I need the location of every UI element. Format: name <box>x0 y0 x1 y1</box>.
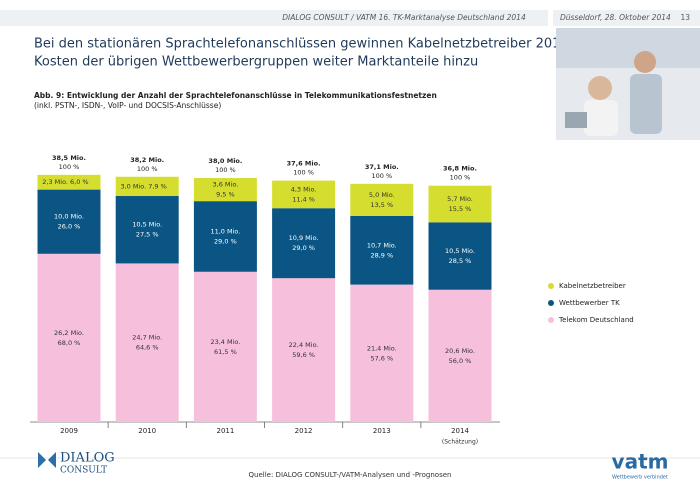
bar-segment <box>350 183 414 216</box>
category-note: (Schätzung) <box>442 439 478 446</box>
bar-segment <box>37 189 101 254</box>
total-label: 38,0 Mio. <box>208 157 242 165</box>
value-label: 22,4 Mio. <box>289 341 319 349</box>
share-label: 27,5 % <box>136 231 159 239</box>
bar-segment <box>37 253 101 422</box>
x-tick-label: 2009 <box>60 427 78 435</box>
share-label: 15,5 % <box>449 205 472 213</box>
value-label: 10,0 Mio. <box>54 213 84 221</box>
x-tick-label: 2013 <box>373 427 391 435</box>
value-label: 3,6 Mio. <box>213 181 239 189</box>
bar-segment <box>428 222 492 290</box>
total-share-label: 100 % <box>59 163 80 171</box>
x-tick-label: 2014 <box>451 427 469 435</box>
total-share-label: 100 % <box>293 169 314 177</box>
total-label: 38,2 Mio. <box>130 156 164 164</box>
total-label: 37,1 Mio. <box>365 163 399 171</box>
bar-segment <box>115 176 179 197</box>
total-label: 36,8 Mio. <box>443 165 477 173</box>
bar-segment <box>193 201 257 272</box>
share-label: 28,9 % <box>370 251 393 259</box>
photo <box>556 28 700 140</box>
share-label: 64,6 % <box>136 344 159 352</box>
bar-segment <box>428 289 492 422</box>
bar-segment <box>428 185 492 223</box>
share-label: 29,0 % <box>214 237 237 245</box>
value-label: 10,5 Mio. <box>132 221 162 229</box>
share-label: 26,0 % <box>58 223 81 231</box>
share-label: 9,5 % <box>216 191 235 199</box>
legend-marker <box>548 283 554 289</box>
legend-label: Wettbewerber TK <box>559 299 620 307</box>
value-label: 21,4 Mio. <box>367 344 397 352</box>
slide-title: Bei den stationären Sprachtelefonanschlü… <box>34 37 594 52</box>
logo-text: CONSULT <box>60 466 107 476</box>
bar-segment <box>272 278 336 422</box>
header-text: DIALOG CONSULT / VATM 16. TK-Marktanalys… <box>282 13 526 22</box>
share-label: 56,0 % <box>449 357 472 365</box>
share-label: 28,5 % <box>449 257 472 265</box>
logo-text: DIALOG <box>60 451 115 466</box>
bar-segment <box>115 196 179 264</box>
value-label: 24,7 Mio. <box>132 334 162 342</box>
share-label: 57,6 % <box>370 354 393 362</box>
header-band <box>0 10 548 26</box>
value-label: 5,7 Mio. <box>447 195 473 203</box>
page-number: 13 <box>680 13 690 22</box>
bar-segment <box>193 271 257 422</box>
value-label: 20,6 Mio. <box>445 347 475 355</box>
share-label: 6,0 % <box>70 178 89 186</box>
share-label: 68,0 % <box>58 339 81 347</box>
bar-segment <box>37 174 101 190</box>
bar-segment <box>115 263 179 422</box>
total-share-label: 100 % <box>137 165 158 173</box>
value-label: 2,3 Mio. <box>42 178 68 186</box>
x-tick-label: 2011 <box>216 427 234 435</box>
share-label: 7,9 % <box>148 182 167 190</box>
value-label: 10,9 Mio. <box>289 234 319 242</box>
bar-segment <box>350 215 414 285</box>
value-label: 23,4 Mio. <box>210 338 240 346</box>
vatm-logo: vatm <box>612 450 669 474</box>
total-label: 38,5 Mio. <box>52 154 86 162</box>
legend-label: Kabelnetzbetreiber <box>559 282 626 290</box>
total-label: 37,6 Mio. <box>287 160 321 168</box>
value-label: 10,5 Mio. <box>445 247 475 255</box>
bar-segment <box>193 178 257 202</box>
x-tick-label: 2012 <box>295 427 313 435</box>
value-label: 26,2 Mio. <box>54 329 84 337</box>
value-label: 4,3 Mio. <box>291 185 317 193</box>
value-label: 11,0 Mio. <box>210 227 240 235</box>
chart-title: Abb. 9: Entwicklung der Anzahl der Sprac… <box>34 91 437 100</box>
slide-title: Kosten der übrigen Wettbewerbergruppen w… <box>34 55 478 70</box>
header-date: Düsseldorf, 28. Oktober 2014 <box>560 13 671 22</box>
total-share-label: 100 % <box>450 174 471 182</box>
dialog-logo: DIALOG CONSULT <box>38 451 115 476</box>
total-share-label: 100 % <box>371 172 392 180</box>
x-tick-label: 2010 <box>138 427 156 435</box>
chart-subtitle: (inkl. PSTN-, ISDN-, VoIP- und DOCSIS-An… <box>34 101 221 110</box>
source: Quelle: DIALOG CONSULT-/VATM-Analysen un… <box>249 471 452 479</box>
bar-segment <box>272 208 336 279</box>
share-label: 29,0 % <box>292 244 315 252</box>
header-band-right <box>553 10 700 26</box>
legend-label: Telekom Deutschland <box>558 316 634 324</box>
share-label: 11,4 % <box>292 195 315 203</box>
vatm-tagline: Wettbewerb verbindet <box>612 475 668 481</box>
total-share-label: 100 % <box>215 166 236 174</box>
legend-marker <box>548 300 554 306</box>
bar-segment <box>350 284 414 422</box>
share-label: 13,5 % <box>370 201 393 209</box>
share-label: 61,5 % <box>214 348 237 356</box>
value-label: 5,0 Mio. <box>369 191 395 199</box>
share-label: 59,6 % <box>292 351 315 359</box>
bar-segment <box>272 180 336 209</box>
legend-marker <box>548 317 554 323</box>
value-label: 10,7 Mio. <box>367 241 397 249</box>
value-label: 3,0 Mio. <box>120 182 146 190</box>
